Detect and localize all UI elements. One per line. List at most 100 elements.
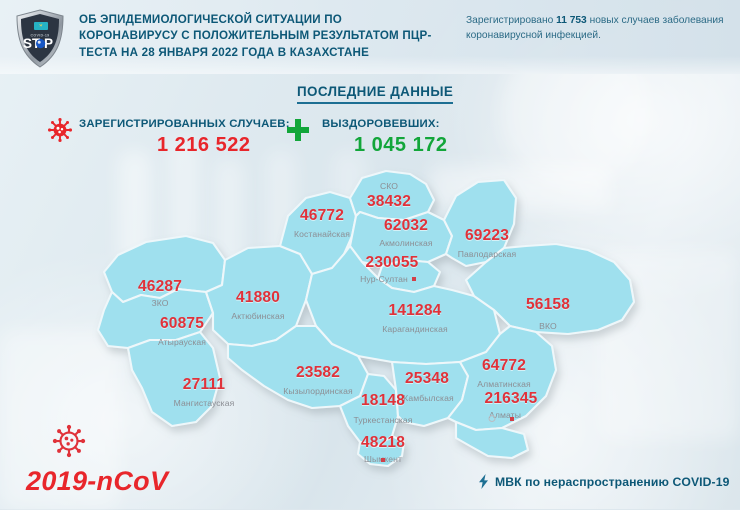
kazakhstan-map: 38432 СКО 46772 Костанайская 62032 Акмолинска… — [0, 150, 740, 480]
city-dot-almaty — [510, 417, 514, 421]
map-region-label: 27111 — [183, 377, 225, 393]
svg-text:COVID-19: COVID-19 — [31, 34, 50, 38]
map-region-name-wrap: Актюбинская — [231, 310, 284, 322]
map-region-label: 18148 — [361, 393, 405, 409]
city-dot-nur-sultan — [412, 277, 416, 281]
map-region-value: 230055 — [365, 254, 419, 271]
map-region-label: 56158 — [526, 297, 570, 313]
map-region-name-wrap: Алматинская — [477, 378, 531, 390]
map-region-name-wrap: Карагандинская — [382, 323, 447, 335]
new-cases-note-suffix: новых случаев заболевания коронавирусной… — [466, 15, 724, 41]
page-title: ОБ ЭПИДЕМИОЛОГИЧЕСКОЙ СИТУАЦИИ ПО КОРОНА… — [79, 13, 432, 59]
latest-data-heading: ПОСЛЕДНИЕ ДАННЫЕ — [297, 84, 454, 104]
map-region-value: 27111 — [182, 376, 226, 393]
map-region-name-wrap: Алматы — [489, 409, 521, 421]
map-region-name-wrap: Костанайская — [294, 228, 350, 240]
map-region-value: 64772 — [481, 357, 527, 374]
map-region-value: 69223 — [464, 227, 510, 244]
map-region-name: Акмолинская — [379, 238, 433, 248]
map-region-name: Кызылординская — [283, 386, 353, 396]
map-region-name-wrap: Кызылординская — [283, 385, 352, 397]
city-dot-shymkent — [381, 458, 385, 462]
new-cases-number: 11 753 — [556, 15, 587, 26]
map-region-label: 46772 — [300, 208, 344, 224]
map-region-name: Туркестанская — [353, 415, 413, 425]
registered-cases-stat: ЗАРЕГИСТРИРОВАННЫХ СЛУЧАЕВ: 1 216 522 — [79, 117, 290, 157]
map-region-value: 46287 — [137, 278, 183, 295]
map-region-label: 216345 — [485, 391, 538, 407]
map-region-label: 23582 — [296, 365, 340, 381]
map-region-name: Карагандинская — [382, 324, 448, 334]
map-region-name-wrap: Нур-Султан — [360, 273, 408, 285]
map-region-value: 48218 — [360, 434, 406, 451]
region-shymkent — [356, 434, 406, 468]
map-region-name-wrap: Павлодарская — [458, 248, 516, 260]
map-region-label: 25348 — [405, 371, 449, 387]
map-region-label: 69223 — [465, 228, 509, 244]
map-region-name-wrap: ВКО — [539, 320, 557, 332]
recovered-value: 1 045 172 — [354, 134, 448, 156]
map-region-value: 62032 — [383, 217, 429, 234]
region-vko — [464, 242, 636, 336]
city-circle-almaty — [488, 415, 496, 422]
map-region-name-wrap: ЗКО — [151, 297, 168, 309]
map-region-label: 64772 — [482, 358, 526, 374]
map-region-name: Костанайская — [294, 229, 350, 239]
map-region-name-wrap: Жамбылская — [400, 392, 453, 404]
map-regions-group — [96, 169, 636, 468]
header-band — [0, 0, 740, 74]
map-region-value: 46772 — [299, 207, 345, 224]
recovered-stat: ВЫЗДОРОВЕВШИХ: 1 045 172 — [322, 117, 447, 157]
registered-cases-value: 1 216 522 — [157, 134, 251, 156]
map-region-name: Жамбылская — [400, 393, 454, 403]
registered-cases-label: ЗАРЕГИСТРИРОВАННЫХ СЛУЧАЕВ: — [79, 118, 290, 130]
map-region-name: ЗКО — [151, 298, 169, 308]
map-region-value: 38432 — [366, 193, 412, 210]
map-region-name: Актюбинская — [231, 311, 285, 321]
map-region-label: 141284 — [389, 303, 442, 319]
map-region-name: Алматы — [489, 410, 521, 420]
map-region-value: 216345 — [484, 390, 538, 407]
ncov-label: 2019-nCoV — [26, 466, 169, 496]
map-region-value: 18148 — [360, 392, 406, 409]
footer-credit-text: МВК по нераспространению COVID-19 — [495, 474, 730, 489]
new-cases-note: Зарегистрировано 11 753 новых случаев за… — [466, 14, 728, 43]
region-almaty-city — [454, 420, 530, 460]
virus-icon — [48, 118, 72, 142]
map-region-label: 46287 — [138, 279, 182, 295]
map-region-name: Атырауская — [158, 337, 206, 347]
region-mangistau — [126, 330, 222, 428]
stop-covid-logo: COVID-19 ST P — [14, 9, 66, 69]
new-cases-note-prefix: Зарегистрировано — [466, 15, 554, 26]
map-region-name-wrap: СКО — [380, 180, 398, 192]
recovered-label: ВЫЗДОРОВЕВШИХ: — [322, 118, 440, 130]
map-region-name: Нур-Султан — [360, 274, 408, 284]
plus-icon — [285, 117, 311, 143]
map-region-value: 141284 — [388, 302, 442, 319]
map-region-label: 41880 — [236, 290, 280, 306]
map-region-name-wrap: Атырауская — [158, 336, 206, 348]
map-region-value: 23582 — [295, 364, 341, 381]
footer-credit: МВК по нераспространению COVID-19 — [478, 474, 729, 489]
map-region-name: ВКО — [539, 321, 557, 331]
map-region-name-wrap: Акмолинская — [379, 237, 432, 249]
map-region-label: 48218 — [361, 435, 405, 451]
map-region-label: 38432 — [367, 194, 411, 210]
map-region-value: 41880 — [235, 289, 281, 306]
map-region-value: 25348 — [404, 370, 450, 387]
region-almaty-oblast — [446, 324, 558, 432]
lightning-bolt-icon — [479, 474, 488, 489]
map-region-name-wrap: Мангистауская — [174, 397, 235, 409]
map-region-name: СКО — [379, 181, 399, 191]
map-region-label: 230055 — [366, 255, 419, 271]
virus-icon-large — [52, 424, 86, 458]
map-region-label: 62032 — [384, 218, 428, 234]
map-region-value: 56158 — [525, 296, 571, 313]
map-region-label: 60875 — [160, 316, 204, 332]
map-region-value: 60875 — [159, 315, 205, 332]
map-region-name: Алматинская — [477, 379, 531, 389]
map-region-name-wrap: Туркестанская — [353, 414, 412, 426]
map-region-name: Павлодарская — [457, 249, 517, 259]
map-region-name: Мангистауская — [173, 398, 235, 408]
